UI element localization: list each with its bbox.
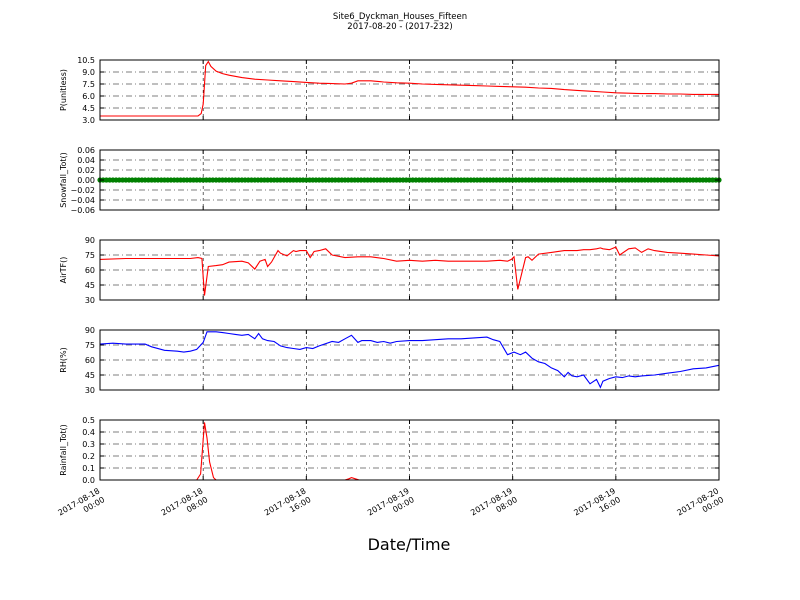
- series-line: [99, 331, 720, 389]
- figure-title-line1: Site6_Dyckman_Houses_Fifteen: [333, 12, 467, 22]
- y-tick-label: 0.06: [77, 146, 95, 155]
- y-tick-label: 0.3: [82, 440, 95, 449]
- y-axis-label: Snowfall_Tot(): [59, 152, 68, 208]
- x-axis-label: Date/Time: [368, 535, 451, 554]
- series-line: [100, 60, 719, 117]
- subplot-1: 3.0 4.5 6.0 7.5 9.0 10.5 P(unitless): [59, 56, 720, 125]
- y-tick-label: 60: [85, 356, 95, 365]
- y-tick-label: 0.04: [77, 156, 95, 165]
- y-tick-label: 0.4: [82, 428, 95, 437]
- figure-title-line2: 2017-08-20 - (2017-232): [347, 22, 452, 32]
- y-tick-label: 0.0: [82, 476, 95, 485]
- subplot-panels: 3.0 4.5 6.0 7.5 9.0 10.5 P(unitless) −0.06−0.04…: [56, 56, 725, 517]
- y-tick-label: 10.5: [77, 56, 95, 65]
- subplot-4: 30 45 60 75 90 RH(%): [59, 326, 720, 395]
- y-tick-label: 75: [85, 251, 95, 260]
- y-tick-label: 3.0: [82, 116, 95, 125]
- y-tick-label: 45: [85, 371, 95, 380]
- y-tick-label: 0.2: [82, 452, 95, 461]
- series-line: [99, 246, 720, 296]
- y-tick-label: −0.02: [70, 186, 95, 195]
- y-axis-label: AirTF(): [59, 257, 68, 284]
- y-tick-label: 9.0: [82, 68, 95, 77]
- y-tick-label: 75: [85, 341, 95, 350]
- y-tick-label: 0.02: [77, 166, 95, 175]
- y-axis-label: P(unitless): [59, 69, 68, 111]
- y-tick-label: 4.5: [82, 104, 95, 113]
- y-tick-label: 0.00: [77, 176, 95, 185]
- y-tick-label: 90: [85, 236, 95, 245]
- y-tick-label: 30: [85, 386, 95, 395]
- y-tick-label: 6.0: [82, 92, 95, 101]
- subplot-3: 30 45 60 75 90 AirTF(): [59, 236, 720, 305]
- subplot-2: −0.06−0.04−0.020.000.020.040.06 Snowfall_…: [59, 146, 722, 215]
- series-line: [100, 422, 719, 481]
- y-tick-label: 0.1: [82, 464, 95, 473]
- y-tick-label: −0.06: [70, 206, 95, 215]
- y-tick-label: −0.04: [70, 196, 95, 205]
- y-tick-label: 60: [85, 266, 95, 275]
- y-axis-label: Rainfall_Tot(): [59, 424, 68, 476]
- y-tick-label: 30: [85, 296, 95, 305]
- y-tick-label: 45: [85, 281, 95, 290]
- y-tick-label: 7.5: [82, 80, 95, 89]
- y-tick-label: 90: [85, 326, 95, 335]
- y-axis-label: RH(%): [59, 347, 68, 372]
- subplot-5: 0.0 0.1 0.2 0.3 0.4 0.5 Rainfall_Tot(): [59, 416, 720, 485]
- y-tick-label: 0.5: [82, 416, 95, 425]
